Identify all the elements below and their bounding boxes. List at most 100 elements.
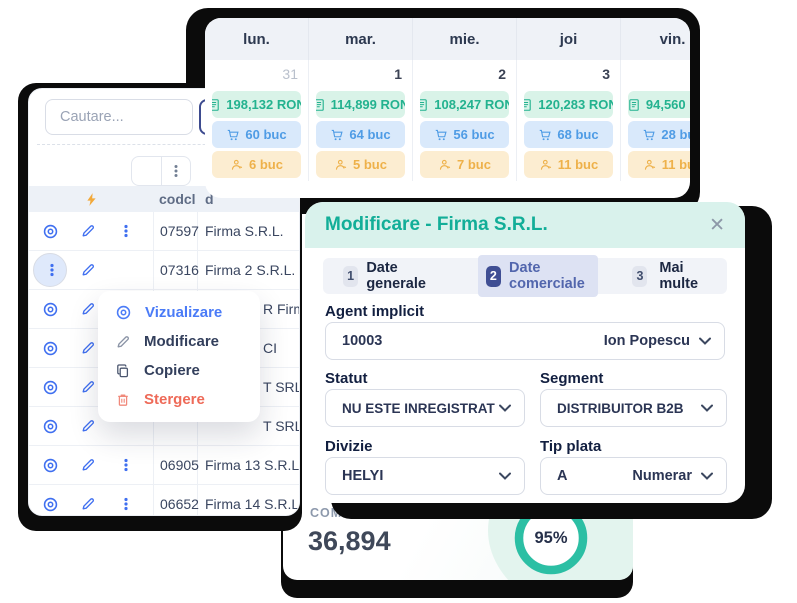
clients-pill[interactable]: 5 buc	[316, 151, 405, 178]
menu-item-label: Modificare	[144, 333, 220, 350]
search-input[interactable]	[45, 99, 193, 135]
donut-percent-label: 95%	[534, 528, 568, 547]
statut-select[interactable]: NU ESTE INREGISTRAT	[325, 389, 525, 427]
edit-icon[interactable]	[71, 292, 105, 326]
view-icon[interactable]	[33, 448, 67, 482]
day-header: lun.	[205, 18, 309, 60]
cell-name: T SRL	[263, 379, 299, 395]
statut-value: NU ESTE INREGISTRAT	[342, 400, 495, 416]
edit-icon[interactable]	[71, 487, 105, 515]
edit-icon[interactable]	[71, 253, 105, 287]
divizie-label: Divizie	[325, 438, 373, 455]
table-options-button[interactable]	[131, 156, 191, 186]
cell-name: T SRL	[263, 418, 299, 434]
calendar-day-cell[interactable]: 31 198,132 RON 60 buc 6 buc	[205, 60, 309, 181]
divider	[37, 144, 291, 145]
calendar-day-cell[interactable]: 1 114,899 RON 64 buc 5 buc	[309, 60, 413, 181]
table-options-blank	[132, 157, 161, 185]
segment-select[interactable]: DISTRIBUITOR B2B	[540, 389, 727, 427]
view-icon[interactable]	[33, 292, 67, 326]
calendar-day-headers: lun. mar. mie. joi vin.	[205, 18, 690, 60]
chevron-down-icon	[701, 472, 713, 480]
lightning-icon	[29, 192, 153, 207]
day-number: 2	[498, 66, 506, 82]
kebab-icon[interactable]	[160, 157, 191, 185]
calendar-day-cell[interactable]: 94,560 RON 28 buc 11 buc	[621, 60, 690, 181]
clients-pill[interactable]: 7 buc	[420, 151, 509, 178]
tip-plata-code: A	[557, 468, 568, 484]
row-context-menu: Vizualizare Modificare Copiere Stergere	[98, 291, 260, 422]
row-menu-icon-active[interactable]	[33, 253, 67, 287]
edit-icon[interactable]	[71, 331, 105, 365]
menu-item-copy[interactable]: Copiere	[98, 356, 260, 385]
step-date-comerciale[interactable]: 2 Date comerciale	[477, 255, 599, 297]
step-mai-multe[interactable]: 3 Mai multe	[624, 255, 715, 297]
modal-title: Modificare - Firma S.R.L.	[325, 214, 548, 235]
step-label: Mai multe	[659, 260, 699, 292]
menu-item-label: Copiere	[144, 362, 200, 379]
step-date-generale[interactable]: 1 Date generale	[335, 255, 444, 297]
edit-client-modal: Modificare - Firma S.R.L. ✕ 1 Date gener…	[305, 202, 745, 503]
agent-select[interactable]: 10003 Ion Popescu	[325, 322, 725, 360]
cell-name: Firma S.R.L.	[205, 223, 284, 239]
sales-pill[interactable]: 114,899 RON	[316, 91, 405, 118]
step-number: 3	[632, 265, 648, 287]
menu-item-label: Stergere	[144, 391, 205, 408]
table-row: 07316 Firma 2 S.R.L.	[29, 251, 299, 290]
tip-plata-value: Numerar	[632, 468, 692, 484]
segment-label: Segment	[540, 370, 604, 387]
table-row: T SRL	[29, 407, 299, 446]
calendar-day-cell[interactable]: 3 120,283 RON 68 buc 11 buc	[517, 60, 621, 181]
tip-plata-select[interactable]: A Numerar	[540, 457, 727, 495]
calendar-card: lun. mar. mie. joi vin. 31 198,132 RON 6…	[205, 18, 690, 198]
orders-pill[interactable]: 68 buc	[524, 121, 613, 148]
calendar-day-cell[interactable]: 2 108,247 RON 56 buc 7 buc	[413, 60, 517, 181]
tip-plata-label: Tip plata	[540, 438, 602, 455]
agent-code: 10003	[342, 333, 383, 349]
sales-pill[interactable]: 120,283 RON	[524, 91, 613, 118]
orders-pill[interactable]: 60 buc	[212, 121, 301, 148]
orders-pill[interactable]: 64 buc	[316, 121, 405, 148]
edit-icon[interactable]	[71, 409, 105, 443]
chevron-down-icon	[701, 404, 713, 412]
chevron-down-icon	[499, 404, 511, 412]
sales-pill[interactable]: 94,560 RON	[628, 91, 690, 118]
orders-pill[interactable]: 28 buc	[628, 121, 690, 148]
day-number: 31	[282, 66, 298, 82]
modal-steps: 1 Date generale 2 Date comerciale 3 Mai …	[323, 255, 727, 297]
edit-icon[interactable]	[71, 370, 105, 404]
sales-pill[interactable]: 108,247 RON	[420, 91, 509, 118]
table-row: 07597 Firma S.R.L.	[29, 212, 299, 251]
view-icon[interactable]	[33, 487, 67, 515]
row-menu-icon[interactable]	[109, 448, 143, 482]
edit-icon[interactable]	[71, 214, 105, 248]
view-icon[interactable]	[33, 331, 67, 365]
view-icon[interactable]	[33, 370, 67, 404]
view-icon[interactable]	[33, 409, 67, 443]
divizie-select[interactable]: HELYI	[325, 457, 525, 495]
sales-pill[interactable]: 198,132 RON	[212, 91, 301, 118]
cell-code	[153, 407, 198, 445]
menu-item-delete[interactable]: Stergere	[98, 385, 260, 414]
modal-header: Modificare - Firma S.R.L. ✕	[305, 202, 745, 248]
segment-value: DISTRIBUITOR B2B	[557, 400, 684, 416]
clients-pill[interactable]: 6 buc	[212, 151, 301, 178]
orders-pill[interactable]: 56 buc	[420, 121, 509, 148]
clients-pill[interactable]: 11 buc	[628, 151, 690, 178]
chevron-down-icon	[699, 337, 711, 345]
menu-item-edit[interactable]: Modificare	[98, 327, 260, 356]
menu-item-view[interactable]: Vizualizare	[98, 298, 260, 327]
day-number: 1	[394, 66, 402, 82]
column-header-name: d	[205, 191, 214, 207]
close-icon[interactable]: ✕	[709, 214, 725, 236]
view-icon[interactable]	[33, 214, 67, 248]
clients-pill[interactable]: 11 buc	[524, 151, 613, 178]
row-menu-icon[interactable]	[109, 487, 143, 515]
edit-icon[interactable]	[71, 448, 105, 482]
column-header-codcl: codcl	[159, 191, 196, 207]
step-label: Date comerciale	[509, 260, 585, 292]
row-menu-icon[interactable]	[109, 214, 143, 248]
day-header: vin.	[621, 18, 690, 60]
step-label: Date generale	[366, 260, 426, 292]
stats-value: 36,894	[308, 526, 391, 556]
